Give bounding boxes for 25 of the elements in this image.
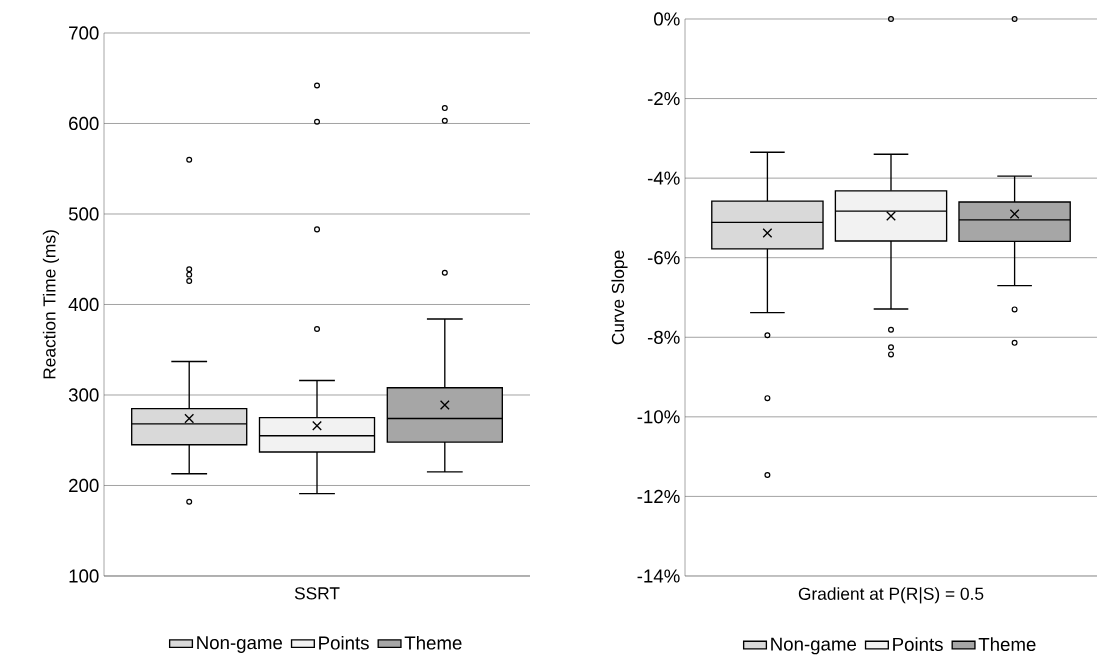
y-tick-label: -6% xyxy=(647,251,680,265)
legend-label: Theme xyxy=(404,635,462,650)
y-tick-label: -10% xyxy=(637,410,680,424)
y-tick-label: 200 xyxy=(69,478,99,493)
legend-label: Non-game xyxy=(197,636,283,653)
y-tick-label: 0% xyxy=(654,12,680,26)
y-tick-label: 700 xyxy=(69,26,99,40)
y-tick-label: -2% xyxy=(647,91,680,106)
y-tick-label: -8% xyxy=(647,330,680,344)
y-tick-label: 500 xyxy=(68,207,99,221)
y-tick-label: -14% xyxy=(637,569,680,583)
y-tick-label: 100 xyxy=(69,569,99,583)
legend-label: Points xyxy=(319,635,369,650)
y-tick-label: -4% xyxy=(647,171,680,185)
legend-label: Theme xyxy=(978,637,1036,651)
legend-label: Points xyxy=(893,637,943,651)
y-tick-label: 400 xyxy=(68,297,99,312)
legend-label: Non-game xyxy=(771,637,857,655)
x-axis-title: SSRT xyxy=(294,587,340,600)
y-axis-title: Reaction Time (ms) xyxy=(42,230,59,379)
y-tick-label: 600 xyxy=(69,116,99,131)
y-tick-label: -12% xyxy=(637,489,680,503)
x-axis-title: Gradient at P(R|S) = 0.5 xyxy=(798,587,984,604)
y-tick-label: 300 xyxy=(68,388,99,402)
y-axis-title: Curve Slope xyxy=(611,250,628,345)
